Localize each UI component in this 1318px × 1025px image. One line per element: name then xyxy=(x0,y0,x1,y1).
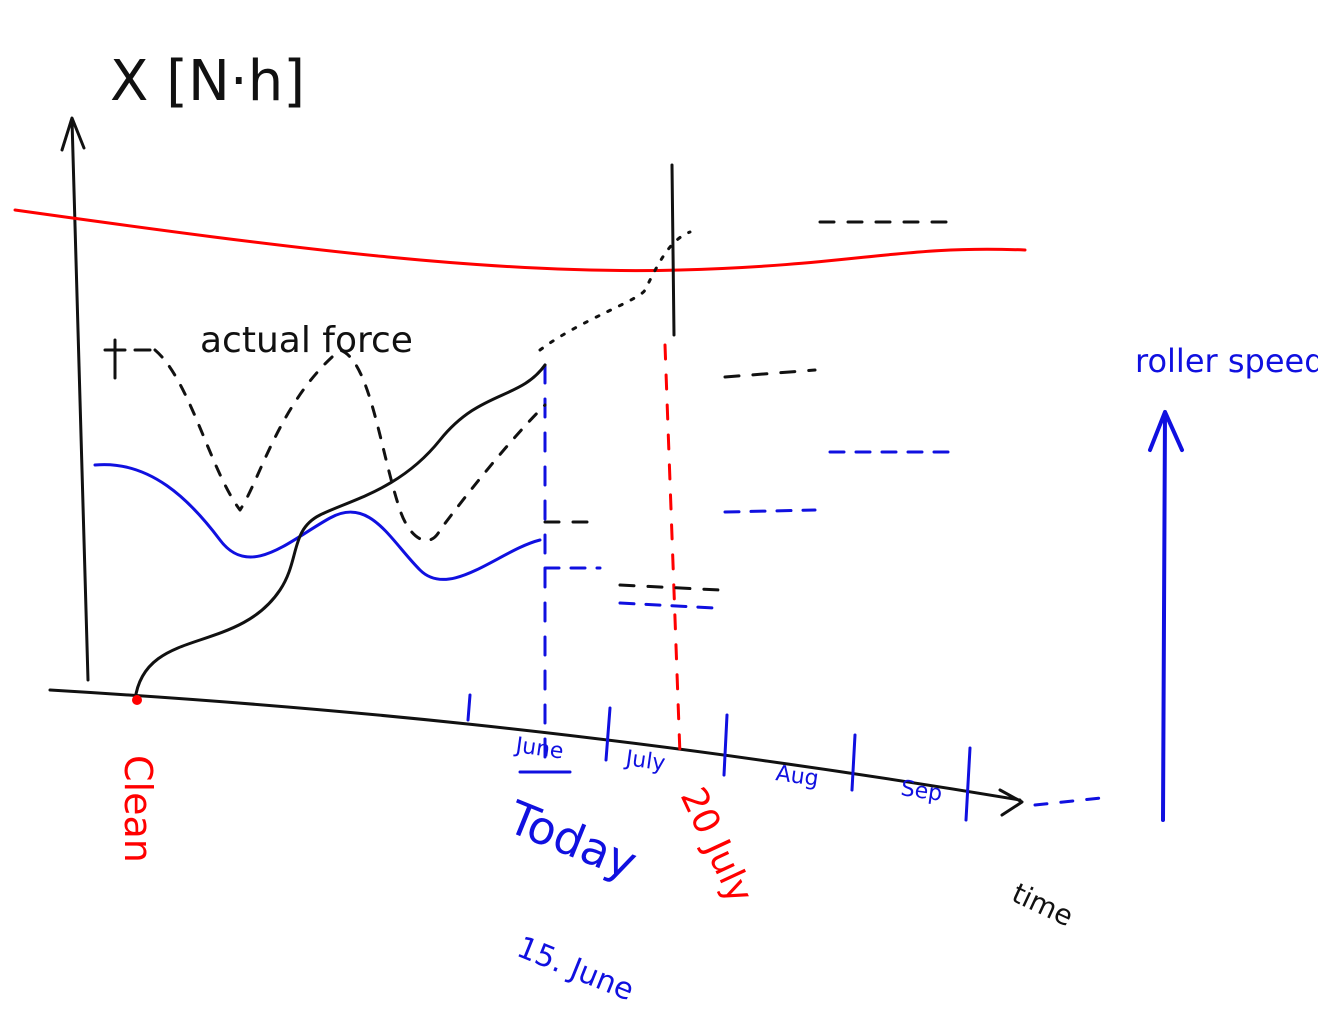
force-forecast xyxy=(540,232,690,350)
legend-sample xyxy=(105,340,150,378)
speed-arrow xyxy=(1150,412,1182,820)
month-label: July xyxy=(622,746,667,777)
y-axis-label: X [N·h] xyxy=(110,49,305,114)
axis-continuation xyxy=(1035,797,1110,805)
force-label: actual force xyxy=(200,320,413,361)
deadline-dashed xyxy=(665,345,680,755)
forecast-dashes xyxy=(545,222,955,608)
month-label: Aug xyxy=(774,761,820,792)
deadline-line xyxy=(672,165,674,335)
month-label: June xyxy=(512,733,565,765)
today-label: Today xyxy=(500,790,645,890)
limit-line xyxy=(15,210,1025,271)
y-axis xyxy=(62,118,88,680)
speed-curve xyxy=(95,465,540,580)
speed-label: roller speed xyxy=(1135,342,1318,380)
deadline-label: 20 July xyxy=(672,781,761,909)
today-date: 15. June xyxy=(512,930,639,1008)
clean-point xyxy=(132,695,142,705)
x-axis-label: time xyxy=(1007,876,1078,933)
sketch: X [N·h] actual force roller speed Clean … xyxy=(0,0,1318,1025)
wear-curve xyxy=(135,365,545,700)
month-label: Sep xyxy=(899,776,944,807)
clean-label: Clean xyxy=(116,755,160,863)
